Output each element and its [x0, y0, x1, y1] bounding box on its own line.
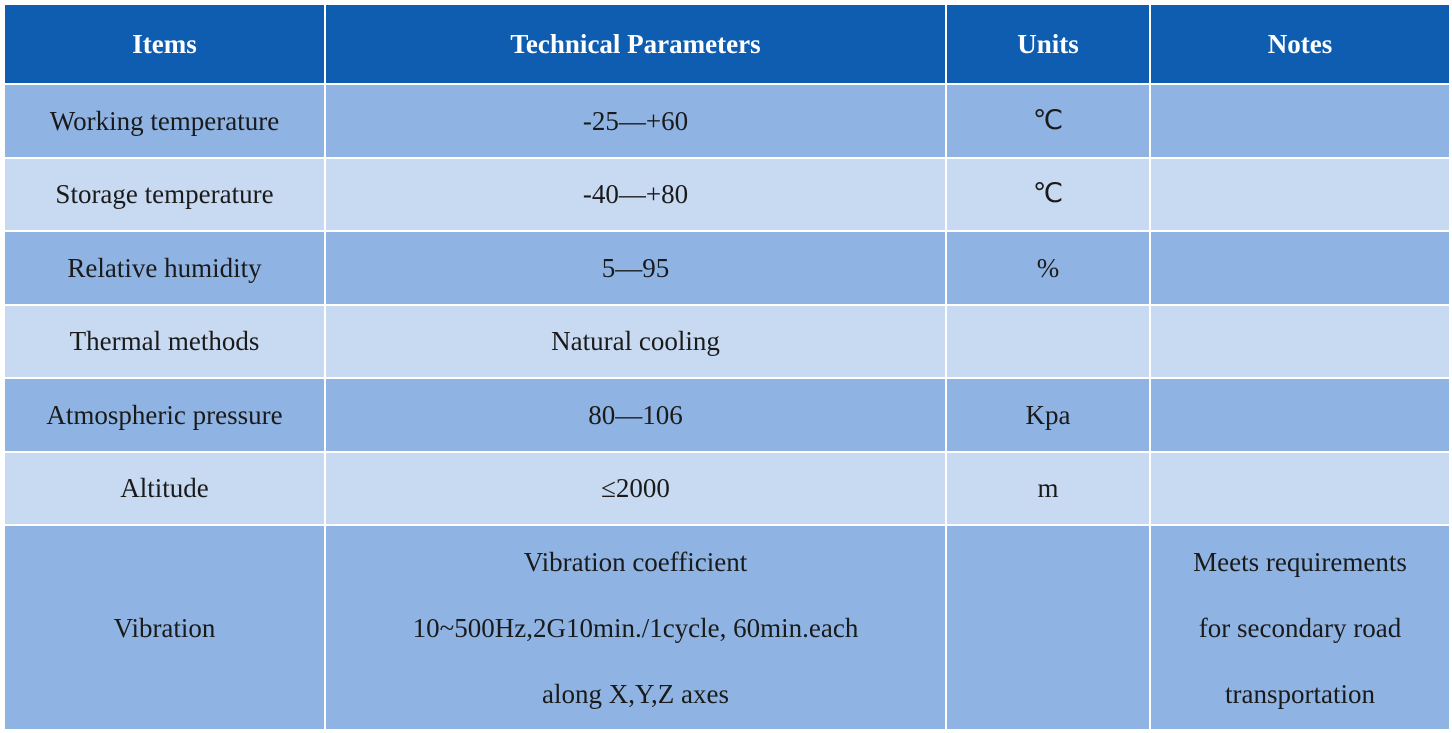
table-header-row: Items Technical Parameters Units Notes	[5, 5, 1449, 83]
parameter-cell: 80—106	[326, 379, 945, 451]
table-row: Working temperature -25—+60 ℃	[5, 85, 1449, 157]
header-items: Items	[5, 5, 324, 83]
item-cell: Working temperature	[5, 85, 324, 157]
environment-spec-table: Items Technical Parameters Units Notes W…	[3, 3, 1451, 731]
unit-cell: ℃	[947, 85, 1149, 157]
parameter-line: 10~500Hz,2G10min./1cycle, 60min.each	[412, 612, 859, 643]
unit-cell	[947, 526, 1149, 729]
parameter-cell: Vibration coefficient 10~500Hz,2G10min./…	[326, 526, 945, 729]
table-row: Storage temperature -40—+80 ℃	[5, 158, 1449, 231]
note-cell	[1151, 158, 1449, 231]
item-cell: Thermal methods	[5, 305, 324, 378]
item-cell: Atmospheric pressure	[5, 379, 324, 451]
parameter-line: along X,Y,Z axes	[542, 678, 729, 709]
parameter-cell: 5—95	[326, 232, 945, 304]
header-notes: Notes	[1151, 5, 1449, 83]
parameter-line: Vibration coefficient	[523, 546, 748, 577]
note-cell: Meets requirements for secondary road tr…	[1151, 526, 1449, 729]
item-cell: Vibration	[5, 526, 324, 729]
unit-cell: ℃	[947, 158, 1149, 231]
parameter-cell: Natural cooling	[326, 305, 945, 378]
item-cell: Storage temperature	[5, 158, 324, 231]
parameter-cell: -40—+80	[326, 158, 945, 231]
header-technical-parameters: Technical Parameters	[326, 5, 945, 83]
table-row: Vibration Vibration coefficient 10~500Hz…	[5, 526, 1449, 729]
table-row: Altitude ≤2000 m	[5, 452, 1449, 525]
unit-cell: Kpa	[947, 379, 1149, 451]
unit-cell	[947, 305, 1149, 378]
note-line: transportation	[1225, 678, 1375, 709]
table-row: Thermal methods Natural cooling	[5, 305, 1449, 378]
note-cell	[1151, 452, 1449, 525]
header-units: Units	[947, 5, 1149, 83]
item-cell: Altitude	[5, 452, 324, 525]
parameter-cell: -25—+60	[326, 85, 945, 157]
item-cell: Relative humidity	[5, 232, 324, 304]
parameter-cell: ≤2000	[326, 452, 945, 525]
unit-cell: m	[947, 452, 1149, 525]
parameter-lines: Vibration coefficient 10~500Hz,2G10min./…	[332, 529, 939, 727]
note-lines: Meets requirements for secondary road tr…	[1157, 529, 1443, 727]
note-line: Meets requirements	[1193, 546, 1407, 577]
note-cell	[1151, 232, 1449, 304]
note-cell	[1151, 85, 1449, 157]
note-cell	[1151, 305, 1449, 378]
table-row: Atmospheric pressure 80—106 Kpa	[5, 379, 1449, 451]
note-line: for secondary road	[1198, 612, 1402, 643]
table-row: Relative humidity 5—95 %	[5, 232, 1449, 304]
note-cell	[1151, 379, 1449, 451]
unit-cell: %	[947, 232, 1149, 304]
